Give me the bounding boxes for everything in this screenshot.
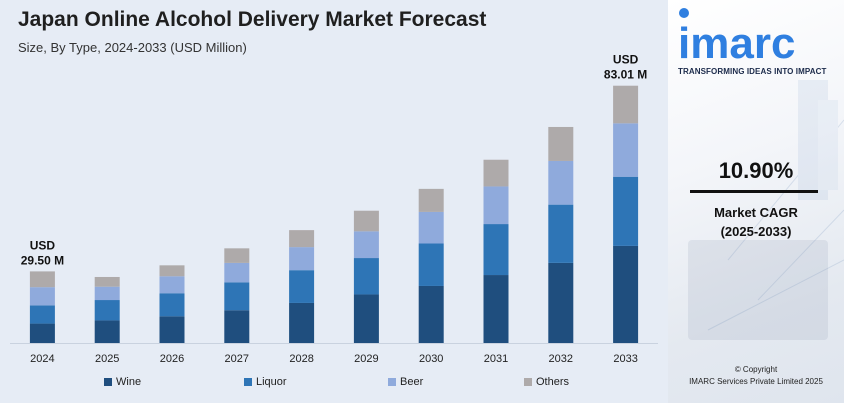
bar-wine-2028 xyxy=(289,302,315,343)
legend-label: Beer xyxy=(400,376,424,388)
bar-liquor-2025 xyxy=(94,300,120,321)
bar-wine-2024 xyxy=(29,323,55,343)
annotation-label: USD xyxy=(613,53,639,67)
bar-others-2032 xyxy=(548,126,574,161)
legend-item-beer: Beer xyxy=(388,376,423,388)
bar-liquor-2026 xyxy=(159,293,185,317)
chart-panel: Japan Online Alcohol Delivery Market For… xyxy=(0,8,668,392)
cagr-label-line2: (2025-2033) xyxy=(720,224,792,239)
bar-liquor-2029 xyxy=(353,258,379,295)
bar-wine-2030 xyxy=(418,285,444,343)
annotation-value: 83.01 M xyxy=(604,68,647,82)
bar-wine-2033 xyxy=(613,245,639,343)
bar-wine-2027 xyxy=(224,310,250,343)
chart-legend: Wine Liquor Beer Others xyxy=(0,376,668,392)
bar-others-2027 xyxy=(224,248,250,263)
legend-item-liquor: Liquor xyxy=(244,376,287,388)
imarc-logo: imarc xyxy=(678,19,796,68)
bar-beer-2024 xyxy=(29,287,55,306)
bar-liquor-2032 xyxy=(548,204,574,263)
bar-beer-2025 xyxy=(94,286,120,301)
bar-others-2026 xyxy=(159,265,185,277)
bar-others-2030 xyxy=(418,188,444,212)
logo-tagline: TRANSFORMING IDEAS INTO IMPACT xyxy=(678,67,827,76)
cagr-value: 10.90% xyxy=(718,158,794,183)
legend-label: Wine xyxy=(116,376,142,388)
x-tick-label: 2029 xyxy=(354,353,378,365)
bar-others-2031 xyxy=(483,159,509,187)
bar-wine-2025 xyxy=(94,320,120,343)
copyright: © Copyright IMARC Services Private Limit… xyxy=(668,364,844,388)
cagr-label-line1: Market CAGR xyxy=(714,205,798,220)
x-tick-label: 2033 xyxy=(613,353,637,365)
bar-liquor-2030 xyxy=(418,243,444,286)
chart-subtitle: Size, By Type, 2024-2033 (USD Million) xyxy=(18,40,247,55)
bar-beer-2032 xyxy=(548,160,574,205)
bar-chart: 2024 2025 2026 2027 2028 2029 2030 2031 2032 2033… xyxy=(10,53,658,365)
x-tick-label: 2032 xyxy=(549,353,573,365)
legend-swatch xyxy=(388,378,396,386)
x-tick-label: 2026 xyxy=(160,353,184,365)
bar-others-2028 xyxy=(289,230,315,248)
bar-others-2029 xyxy=(353,210,379,232)
annotation-label: USD xyxy=(30,238,56,252)
cagr-label: Market CAGR (2025-2033) xyxy=(668,203,844,241)
bar-beer-2029 xyxy=(353,231,379,259)
bar-others-2024 xyxy=(29,271,55,288)
legend-swatch xyxy=(244,378,252,386)
bar-liquor-2024 xyxy=(29,305,55,324)
bar-others-2025 xyxy=(94,276,120,287)
bar-liquor-2033 xyxy=(613,176,639,246)
bar-beer-2033 xyxy=(613,123,639,177)
legend-item-wine: Wine xyxy=(104,376,141,388)
logo-dot-icon xyxy=(679,8,689,18)
legend-label: Liquor xyxy=(256,376,287,388)
bar-wine-2031 xyxy=(483,275,509,343)
cagr-divider xyxy=(690,190,818,193)
bar-wine-2032 xyxy=(548,262,574,343)
legend-label: Others xyxy=(536,376,570,388)
x-tick-label: 2030 xyxy=(419,353,443,365)
x-tick-label: 2027 xyxy=(225,353,249,365)
bar-wine-2029 xyxy=(353,294,379,343)
legend-swatch xyxy=(104,378,112,386)
x-tick-label: 2025 xyxy=(95,353,119,365)
bar-beer-2028 xyxy=(289,247,315,271)
annotation-value: 29.50 M xyxy=(21,253,64,267)
bar-liquor-2027 xyxy=(224,282,250,311)
bar-wine-2026 xyxy=(159,316,185,343)
sidebar-panel: imarc TRANSFORMING IDEAS INTO IMPACT 10.… xyxy=(668,0,844,403)
x-tick-label: 2031 xyxy=(484,353,508,365)
bar-beer-2031 xyxy=(483,186,509,225)
copyright-line1: © Copyright xyxy=(734,365,778,374)
chart-title: Japan Online Alcohol Delivery Market For… xyxy=(18,8,487,31)
bar-others-2033 xyxy=(613,85,639,124)
x-tick-label: 2028 xyxy=(289,353,313,365)
bar-beer-2027 xyxy=(224,262,250,283)
copyright-line2: IMARC Services Private Limited 2025 xyxy=(689,377,823,386)
x-tick-label: 2024 xyxy=(30,353,54,365)
legend-swatch xyxy=(524,378,532,386)
legend-item-others: Others xyxy=(524,376,569,388)
bar-liquor-2028 xyxy=(289,270,315,303)
decorative-background xyxy=(688,80,844,340)
bar-beer-2026 xyxy=(159,276,185,294)
bar-beer-2030 xyxy=(418,211,444,244)
bar-liquor-2031 xyxy=(483,224,509,276)
